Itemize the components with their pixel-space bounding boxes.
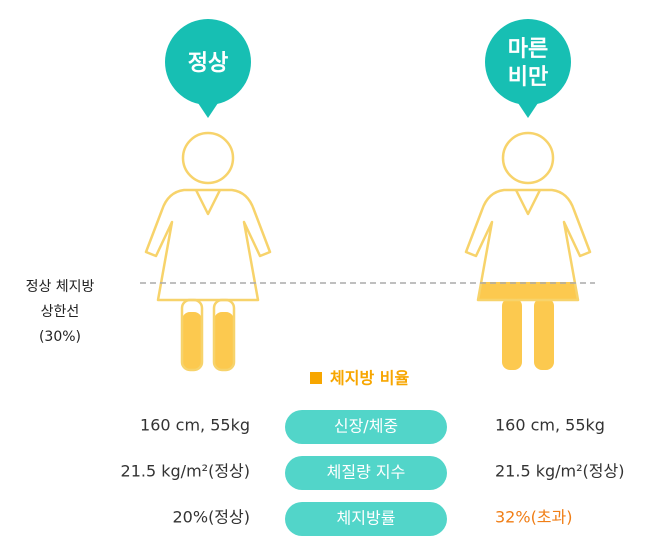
bubble-label: 마른 [508,37,548,62]
left-value: 21.5 kg/m²(정상) [121,462,250,481]
left-value: 20%(정상) [173,508,251,527]
right-value: 21.5 kg/m²(정상) [495,462,624,481]
row-pill [285,502,447,536]
row-label: 체지방률 [337,509,396,528]
bubble-label: 비만 [508,65,548,90]
figure-skinny-fat [464,131,592,370]
threshold-label: 정상 체지방 [26,279,95,295]
row-label: 체질량 지수 [327,463,406,482]
bubble-skinny-fat: 마른 비만 [485,19,571,118]
legend-label: 체지방 비율 [330,369,409,388]
row: 21.5 kg/m²(정상) 체질량 지수 21.5 kg/m²(정상) [121,456,624,490]
right-value: 32%(초과) [495,508,573,527]
bubble-label: 정상 [188,51,228,76]
figure-normal [144,131,272,372]
threshold-label: 상한선 [41,304,80,320]
row: 20%(정상) 체지방률 32%(초과) [173,502,573,536]
threshold-label: (30%) [39,329,81,345]
right-value: 160 cm, 55kg [495,416,605,435]
row-label: 신장/체중 [334,417,398,436]
left-value: 160 cm, 55kg [140,416,250,435]
legend-swatch [310,372,322,384]
row: 160 cm, 55kg 신장/체중 160 cm, 55kg [140,410,605,444]
row-pill [285,456,447,490]
row-pill [285,410,447,444]
bubble-normal: 정상 [165,19,251,118]
